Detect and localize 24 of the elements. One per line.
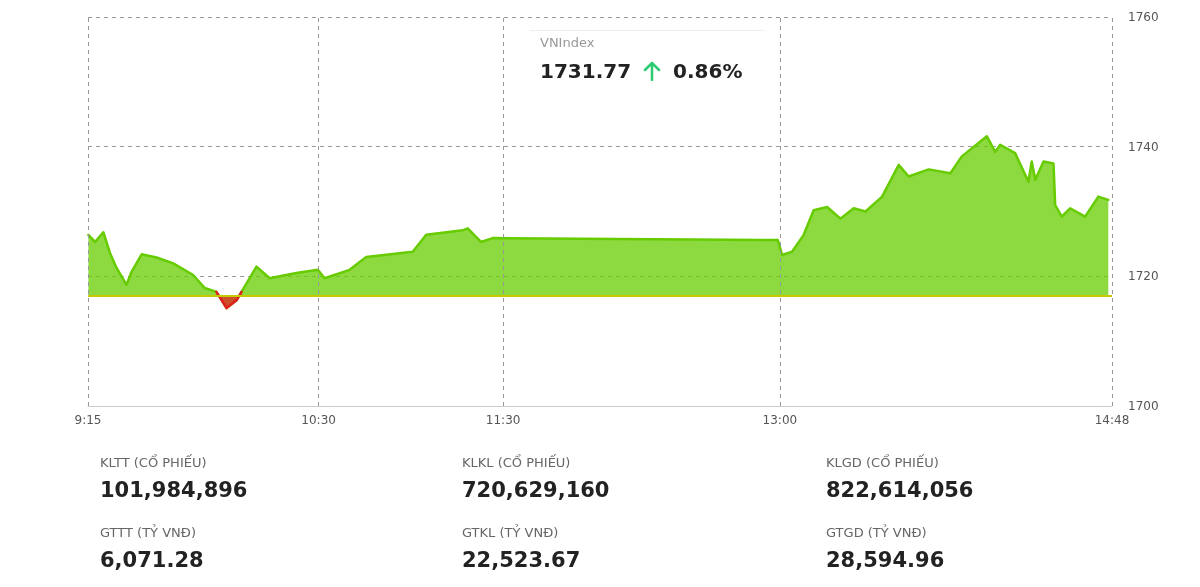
annotation: 0.86% — [673, 59, 743, 83]
y-tick-label: 1700 — [1128, 399, 1159, 413]
y-tick-label: 1720 — [1128, 269, 1159, 284]
text: GTKL (TỶ VNĐ) — [462, 525, 560, 540]
text: KLGD (CỔ PHIẾU) — [826, 455, 940, 470]
text: VNIndex — [540, 35, 595, 50]
x-tick-label: 14:48 — [1094, 413, 1130, 427]
x-tick-label: 11:30 — [485, 413, 521, 427]
text: 6,071.28 — [100, 548, 204, 572]
x-tick-label: 13:00 — [762, 413, 798, 427]
text: GTTT (TỶ VNĐ) — [100, 525, 197, 540]
text: 22,523.67 — [462, 548, 581, 572]
text: 822,614,056 — [826, 478, 974, 502]
text: KLTT (CỔ PHIẾU) — [100, 455, 208, 470]
text: GTGD (TỶ VNĐ) — [826, 525, 928, 540]
y-tick-label: 1740 — [1128, 139, 1159, 154]
text: KLKL (CỔ PHIẾU) — [462, 455, 572, 470]
text: 720,629,160 — [462, 478, 610, 502]
text: 28,594.96 — [826, 548, 945, 572]
text: 101,984,896 — [100, 478, 248, 502]
y-tick-label: 1760 — [1128, 10, 1159, 24]
annotation: 1731.77 — [540, 59, 632, 83]
x-tick-label: 9:15 — [74, 413, 102, 427]
x-tick-label: 10:30 — [301, 413, 336, 427]
